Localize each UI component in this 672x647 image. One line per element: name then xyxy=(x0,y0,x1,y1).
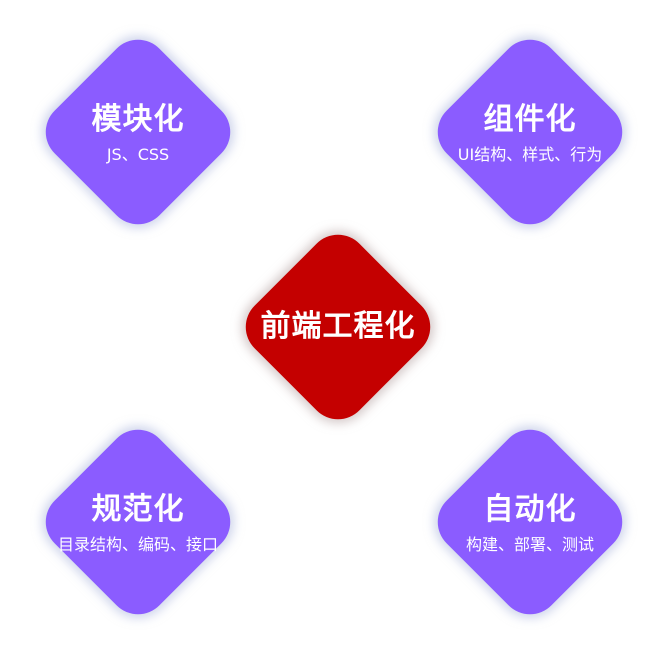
node-center: 前端工程化 xyxy=(233,222,443,432)
node-subtitle: 构建、部署、测试 xyxy=(465,535,594,554)
node-subtitle: 目录结构、编码、接口 xyxy=(58,535,219,554)
node-subtitle: UI结构、样式、行为 xyxy=(457,145,603,164)
node-title: 组件化 xyxy=(483,102,577,137)
node-subtitle: JS、CSS xyxy=(106,145,170,164)
node-title: 规范化 xyxy=(91,492,185,527)
node-modular: 模块化 JS、CSS xyxy=(33,27,243,237)
node-title: 自动化 xyxy=(483,492,577,527)
node-automation: 自动化 构建、部署、测试 xyxy=(425,417,635,627)
node-title: 模块化 xyxy=(91,102,185,137)
center-title: 前端工程化 xyxy=(260,309,416,344)
node-component: 组件化 UI结构、样式、行为 xyxy=(425,27,635,237)
node-standard: 规范化 目录结构、编码、接口 xyxy=(33,417,243,627)
